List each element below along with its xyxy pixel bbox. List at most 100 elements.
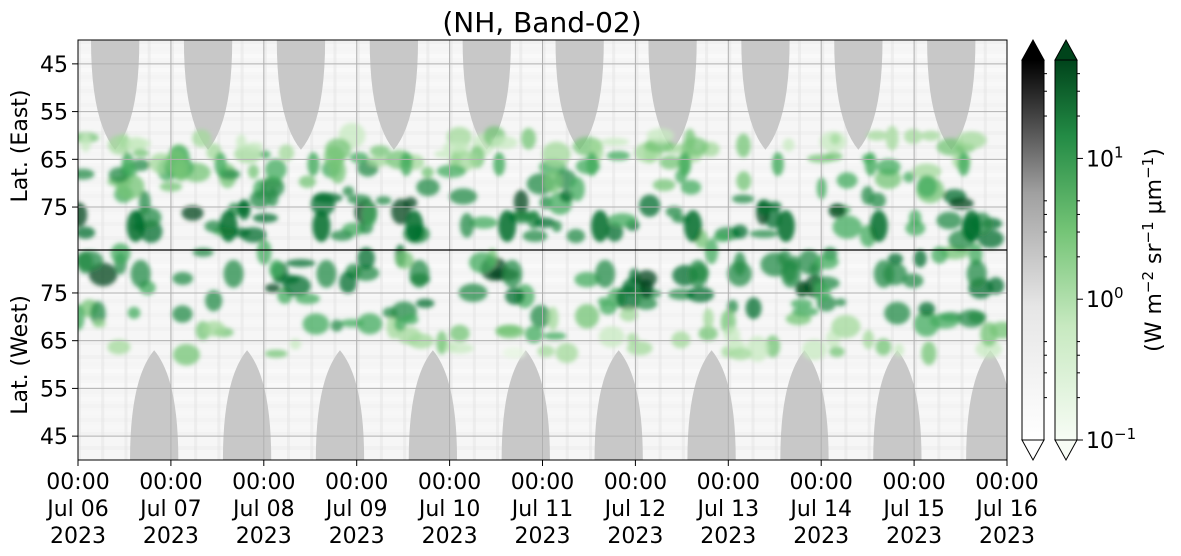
aurora-patch [285,259,316,268]
aurora-patch [903,171,915,183]
chart-title: (NH, Band-02) [442,6,641,39]
aurora-patch [339,271,357,294]
aurora-patch [469,251,496,274]
x-tick-label: Jul 07 [138,497,202,522]
aurora-patch [444,342,474,354]
x-tick-label: 00:00 [325,470,388,495]
aurora-patch [814,254,839,270]
aurora-patch [260,177,285,198]
aurora-patch [78,304,85,331]
aurora-patch [459,212,474,238]
aurora-patch [264,349,288,358]
x-tick-label: Jul 12 [603,497,667,522]
aurora-patch [402,313,419,325]
aurora-patch [861,186,874,205]
daylight-region-east [834,40,883,150]
aurora-patch [173,158,190,182]
aurora-core [966,259,987,288]
x-tick-label: Jul 08 [231,497,295,522]
aurora-patch [533,217,556,228]
aurora-patch [665,206,683,218]
aurora-patch [671,331,691,349]
colorbar-greys [1021,38,1045,462]
aurora-patch [236,134,247,151]
aurora-patch [172,343,200,366]
aurora-patch [606,150,630,161]
aurora-patch [607,213,638,228]
aurora-patch [659,155,682,170]
heatmap-plot-area [77,39,1008,461]
aurora-patch [916,175,938,198]
aurora-patch [202,320,226,337]
aurora-patch [80,133,91,153]
aurora-core [400,152,413,177]
aurora-patch [836,172,858,189]
colorbar-ticks: 10−1 100 101 [1044,73,1136,454]
aurora-patch [884,301,911,325]
aurora-patch [192,247,214,257]
aurora-core [316,259,337,288]
aurora-patch [490,136,518,150]
aurora-patch [831,314,861,339]
aurora-patch [269,259,284,279]
aurora-patch [680,180,702,195]
aurora-patch [78,202,88,228]
colorbar-greens-extend-max [1054,38,1078,61]
aurora-core [405,210,424,243]
y-tick-label: 55 [40,101,68,126]
daylight-region-west [315,350,365,460]
aurora-patch [598,326,625,348]
aurora-patch [626,340,653,356]
aurora-patch [824,151,843,162]
aurora-patch [569,176,585,202]
aurora-patch [902,273,924,288]
aurora-patch [266,187,279,207]
daylight-region-west [222,350,272,460]
aurora-core [683,210,702,243]
aurora-core [591,210,610,243]
y-tick-label: 65 [40,330,68,355]
aurora-patch [375,196,392,205]
x-tick-label: 2023 [886,524,942,549]
x-tick-label: 00:00 [882,470,945,495]
x-tick-label: 2023 [607,524,663,549]
aurora-patch [415,298,435,308]
aurora-patch [521,127,537,150]
x-tick-label: Jul 10 [417,497,481,522]
x-tick-label: 2023 [422,524,478,549]
aurora-patch [749,229,779,238]
aurora-patch [181,205,204,221]
aurora-core [219,210,238,243]
aurora-patch [395,251,414,269]
aurora-core [586,152,599,177]
aurora-patch [574,271,600,288]
aurora-patch [204,220,223,233]
aurora-patch [566,228,586,244]
aurora-patch [78,250,104,271]
x-tick-label: 00:00 [975,470,1038,495]
aurora-patch [357,313,383,335]
aurora-patch [704,238,719,265]
aurora-patch [782,138,795,152]
colorbar-tick-label: 10−1 [1086,425,1136,454]
aurora-patch [522,230,548,242]
x-tick-label: 00:00 [789,470,852,495]
aurora-core [962,210,981,243]
aurora-patch [731,224,748,239]
aurora-core [687,259,708,288]
colorbar-greys-body [1021,59,1045,441]
aurora-patch [600,137,630,146]
aurora-core [214,152,227,177]
aurora-patch [813,282,831,303]
aurora-patch [893,343,905,357]
daylight-region-east [927,40,976,150]
x-tick-label: 2023 [50,524,106,549]
daylight-region-east [183,40,233,150]
aurora-patch [78,168,95,180]
aurora-core [771,152,784,177]
aurora-core [130,259,151,288]
aurora-patch [369,145,391,157]
aurora-patch [543,170,563,193]
aurora-emission [78,122,1007,366]
